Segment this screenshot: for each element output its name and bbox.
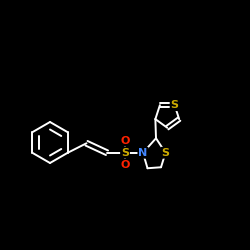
Text: S: S	[170, 100, 178, 110]
Text: N: N	[138, 148, 148, 158]
Text: S: S	[162, 148, 170, 158]
Text: O: O	[120, 160, 130, 170]
Text: O: O	[120, 136, 130, 146]
Text: S: S	[121, 148, 129, 158]
